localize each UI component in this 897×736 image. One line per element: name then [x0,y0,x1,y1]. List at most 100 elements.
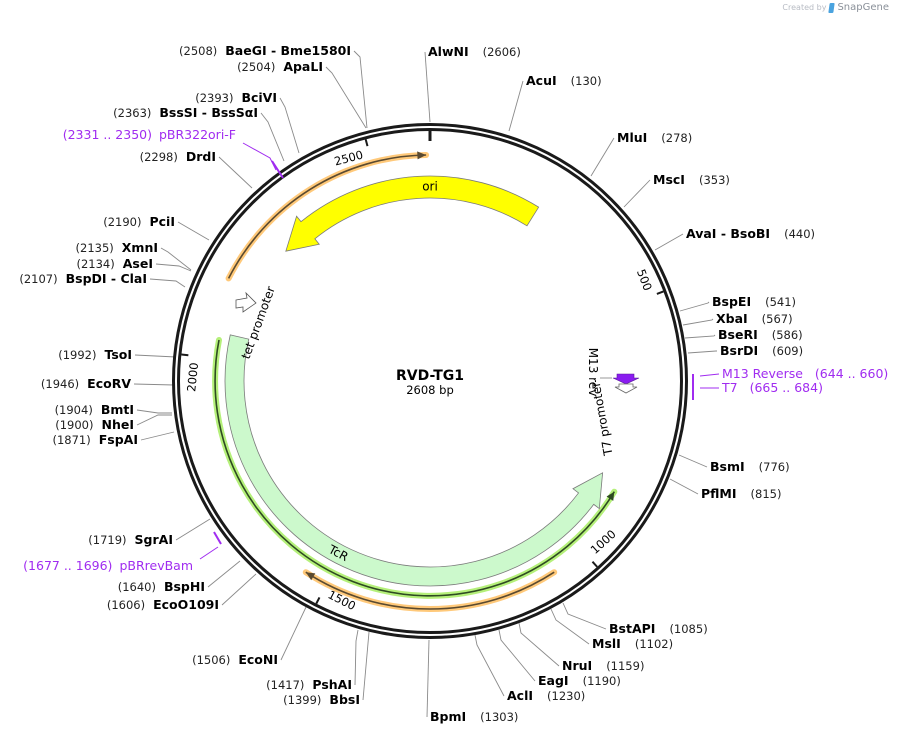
site-leader [221,573,257,606]
primer-name: pBRrevBam [119,558,193,573]
site-leader [218,156,253,189]
plasmid-length: 2608 bp [406,383,454,397]
site-nhei[interactable]: (1900) NheI [55,417,134,432]
site-msli[interactable]: MslI (1102) [592,636,673,651]
site-pflmi[interactable]: PflMI (815) [701,486,781,501]
svg-text:M13 Reverse(644 .. 660): M13 Reverse (644 .. 660) [722,366,888,381]
site-pshai[interactable]: (1417) PshAI [266,677,352,692]
svg-text:(2107)BspDI - ClaI: (2107) BspDI - ClaI [19,271,147,286]
site-leader [590,137,615,177]
site-ecorv[interactable]: (1946) EcoRV [41,376,131,391]
site-drdi[interactable]: (2298) DrdI [140,149,216,164]
svg-text:(1640)BspHI: (1640) BspHI [118,579,205,594]
primer-binding-mark [213,531,222,545]
scale-tick [181,353,189,357]
track-green-line [214,339,615,597]
primer-pbr322ori-f[interactable]: (2331 .. 2350) pBR322ori-F [63,127,284,179]
site-leader [679,301,710,312]
svg-text:(2508)BaeGI - Bme1580I: (2508) BaeGI - Bme1580I [179,43,351,58]
svg-text:(1677 .. 1696)pBRrevBam: (1677 .. 1696) pBRrevBam [23,558,193,573]
primer-t7[interactable]: T7 (665 .. 684) [692,380,823,400]
backbone-ring [172,123,688,639]
site-acui[interactable]: AcuI (130) [526,73,602,88]
site-position: (1085) [669,622,707,636]
site-position: (2606) [483,45,521,59]
site-position: (609) [772,344,803,358]
site-bseri[interactable]: BseRI (586) [718,327,803,342]
svg-text:(1506)EcoNI: (1506) EcoNI [192,652,278,667]
site-xbai[interactable]: XbaI (567) [716,311,793,326]
site-tsoi[interactable]: (1992) TsoI [58,347,132,362]
tet-promoter-arrow-icon[interactable] [235,291,257,313]
site-bbsi[interactable]: (1399) BbsI [283,692,360,707]
site-bsmi[interactable]: BsmI (776) [710,459,790,474]
site-position: (1719) [88,533,126,547]
svg-text:NruI(1159): NruI (1159) [562,658,644,673]
primer-m13-reverse[interactable]: M13 Reverse (644 .. 660) [692,366,888,390]
site-avai-bsobi[interactable]: AvaI - BsoBI (440) [686,226,815,241]
svg-text:MluI(278): MluI (278) [617,130,692,145]
site-xmni[interactable]: (2135) XmnI [76,240,158,255]
site-sgrai[interactable]: (1719) SgrAI [88,532,173,547]
site-nrui[interactable]: NruI (1159) [562,658,644,673]
site-econi[interactable]: (1506) EcoNI [192,652,278,667]
svg-text:BsmI(776): BsmI (776) [710,459,790,474]
site-pcii[interactable]: (2190) PciI [103,214,175,229]
site-asei[interactable]: (2134) AseI [77,256,154,271]
site-position: (1190) [583,674,621,688]
site-bsssi-bsss-i[interactable]: (2363) BssSI - BssSαI [113,105,258,120]
site-ecoo109i[interactable]: (1606) EcoO109I [107,597,219,612]
site-bsphi[interactable]: (1640) BspHI [118,579,205,594]
scale-tick [656,290,664,295]
site-name: BaeGI - Bme1580I [225,43,351,58]
t7-promoter-arrow-icon[interactable] [614,383,638,394]
ring-inner-strand [177,128,683,634]
primer-range: (665 .. 684) [750,380,823,395]
site-leader [678,454,708,468]
site-name: AvaI - BsoBI [686,226,770,241]
site-bcivi[interactable]: (2393) BciVI [195,90,277,105]
primer-pbrrevbam[interactable]: (1677 .. 1696) pBRrevBam [23,531,222,573]
site-name: BspDI - ClaI [66,271,147,286]
site-leader [136,414,172,426]
scale-tick-label: 500 [634,267,655,293]
ring-outer-strand [172,123,688,639]
feature-tcr[interactable] [224,334,604,587]
site-name: XbaI [716,311,748,326]
site-baegi-bme1580i[interactable]: (2508) BaeGI - Bme1580I [179,43,351,58]
restriction-sites: AlwNI (2606) AcuI (130) MluI (278) MscI (353) Av… [19,43,815,724]
site-fspai[interactable]: (1871) FspAI [52,432,138,447]
site-apali[interactable]: (2504) ApaLI [237,59,323,74]
site-bsrdi[interactable]: BsrDI (609) [720,343,803,358]
svg-text:(1904)BmtI: (1904) BmtI [55,402,134,417]
site-name: BspHI [164,579,205,594]
site-bspei[interactable]: BspEI (541) [712,294,796,309]
site-position: (541) [765,295,796,309]
site-leader [354,629,359,686]
site-acli[interactable]: AclI (1230) [507,688,585,703]
track-orange-arrowhead-icon [417,151,427,160]
track-orange-arrowhead-icon [305,572,316,581]
primer-name: M13 Reverse [722,366,803,381]
site-name: MscI [653,172,685,187]
site-leader [207,560,241,588]
m13-rev-arrow-icon[interactable] [612,373,640,385]
site-alwni[interactable]: AlwNI (2606) [428,44,521,59]
site-bstapi[interactable]: BstAPI (1085) [609,621,708,636]
site-leader [562,602,607,630]
feature-ori[interactable] [285,175,540,252]
svg-text:AlwNI(2606): AlwNI (2606) [428,44,521,59]
svg-text:BstAPI(1085): BstAPI (1085) [609,621,708,636]
site-bmti[interactable]: (1904) BmtI [55,402,134,417]
site-leader [160,247,192,271]
site-position: (440) [784,227,815,241]
site-bpmi[interactable]: BpmI (1303) [430,709,518,724]
site-bspdi-clai[interactable]: (2107) BspDI - ClaI [19,271,147,286]
primer-binding-mark [271,160,284,179]
site-eagi[interactable]: EagI (1190) [538,673,621,688]
site-leader-lines [133,50,717,718]
svg-text:(2363)BssSI - BssSαI: (2363) BssSI - BssSαI [113,105,258,120]
site-mlui[interactable]: MluI (278) [617,130,692,145]
svg-text:XbaI(567): XbaI (567) [716,311,793,326]
site-msci[interactable]: MscI (353) [653,172,730,187]
